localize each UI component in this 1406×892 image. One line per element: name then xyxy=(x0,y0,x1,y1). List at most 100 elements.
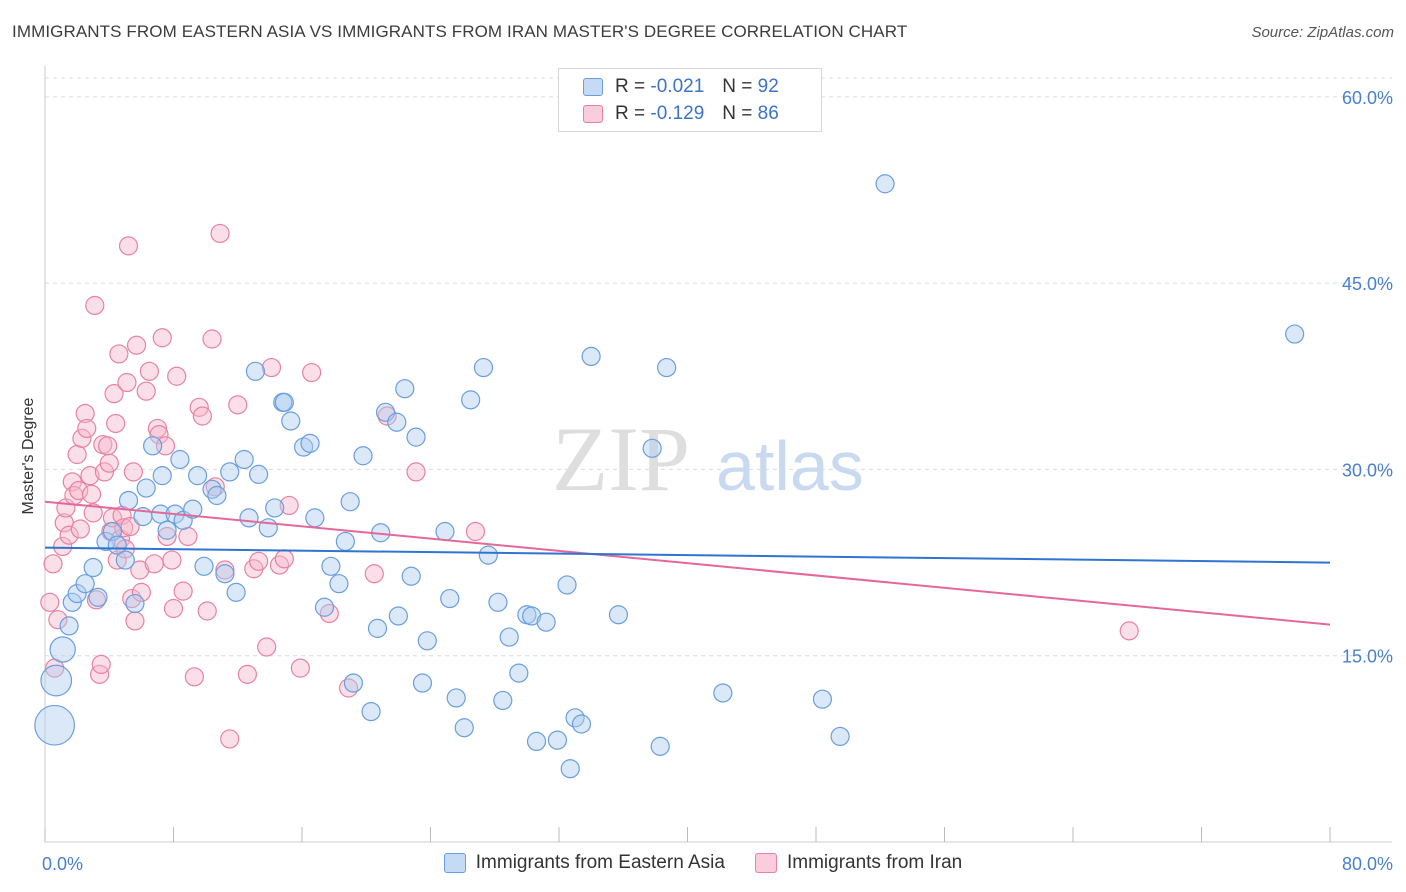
point-iran xyxy=(125,611,145,631)
point-iran xyxy=(118,236,139,256)
r-value: -0.021 xyxy=(650,76,705,97)
n-value: 92 xyxy=(757,76,779,97)
point-eastern-asia xyxy=(187,466,208,486)
point-eastern-asia xyxy=(608,605,629,625)
point-eastern-asia xyxy=(401,566,421,586)
point-eastern-asia xyxy=(265,498,285,518)
legend-swatch-pink xyxy=(754,853,777,873)
point-eastern-asia xyxy=(207,485,227,506)
series-eastern-asia-points xyxy=(34,174,1305,779)
point-iran xyxy=(152,328,172,348)
point-eastern-asia xyxy=(194,556,214,576)
legend-swatch-blue xyxy=(443,853,466,873)
point-eastern-asia xyxy=(75,574,95,594)
point-iran xyxy=(210,223,230,244)
r-label: R = xyxy=(615,103,646,124)
point-eastern-asia xyxy=(67,584,87,604)
point-iran xyxy=(173,581,193,601)
point-iran xyxy=(157,526,177,547)
point-eastern-asia xyxy=(136,478,156,498)
trendline-eastern-asia xyxy=(44,546,1331,564)
legend-swatch-pink xyxy=(583,105,603,123)
point-eastern-asia xyxy=(387,412,407,432)
point-iran xyxy=(53,536,73,557)
point-eastern-asia xyxy=(274,392,294,412)
point-eastern-asia xyxy=(329,574,349,594)
x-tick-label: 0.0% xyxy=(42,854,83,874)
point-iran xyxy=(70,519,90,539)
point-eastern-asia xyxy=(335,531,355,552)
point-eastern-asia xyxy=(34,704,76,746)
point-eastern-asia xyxy=(157,520,177,540)
point-eastern-asia xyxy=(88,587,108,607)
point-iran xyxy=(274,549,294,569)
point-iran xyxy=(147,418,168,439)
source-note: Source: ZipAtlas.com xyxy=(1251,24,1394,41)
point-iran xyxy=(184,667,204,687)
point-eastern-asia xyxy=(361,701,381,722)
point-eastern-asia xyxy=(115,550,135,570)
point-eastern-asia xyxy=(170,449,190,470)
point-iran xyxy=(109,344,129,364)
stats-legend: R = -0.021 N = 92 R = -0.129 N = 86 xyxy=(558,68,822,132)
point-iran xyxy=(99,453,119,473)
point-eastern-asia xyxy=(59,616,79,636)
point-eastern-asia xyxy=(96,531,116,552)
tick-labels: 15.0% 30.0% 45.0% 60.0% 0.0% 80.0% xyxy=(42,88,1393,874)
point-eastern-asia xyxy=(812,689,833,709)
point-iran xyxy=(290,658,310,678)
point-eastern-asia xyxy=(83,557,103,578)
point-iran xyxy=(249,551,269,571)
point-eastern-asia xyxy=(571,714,592,734)
legend-item-eastern-asia[interactable]: Immigrants from Eastern Asia xyxy=(443,852,725,874)
r-value: -0.129 xyxy=(650,103,705,124)
y-tick-label: 15.0% xyxy=(1342,647,1393,667)
point-eastern-asia xyxy=(226,582,246,602)
point-iran xyxy=(167,366,187,386)
point-iran xyxy=(202,329,222,349)
point-iran xyxy=(69,480,89,501)
series-legend: Immigrants from Eastern Asia Immigrants … xyxy=(0,852,1406,874)
point-iran xyxy=(1119,621,1139,641)
point-eastern-asia xyxy=(406,427,426,447)
point-iran xyxy=(131,582,151,602)
point-iran xyxy=(364,564,384,584)
point-eastern-asia xyxy=(526,731,547,752)
point-iran xyxy=(107,550,127,570)
point-iran xyxy=(72,428,92,448)
point-eastern-asia xyxy=(493,690,513,711)
point-iran xyxy=(81,484,102,504)
point-iran xyxy=(67,444,87,465)
point-eastern-asia xyxy=(62,592,82,612)
point-iran xyxy=(163,598,184,619)
legend-label: Immigrants from Iran xyxy=(786,852,963,873)
point-eastern-asia xyxy=(440,588,460,609)
axes xyxy=(44,66,1392,843)
legend-item-iran[interactable]: Immigrants from Iran xyxy=(754,852,963,874)
point-iran xyxy=(114,518,134,538)
point-eastern-asia xyxy=(657,357,677,378)
point-eastern-asia xyxy=(239,508,259,528)
point-eastern-asia xyxy=(642,438,662,458)
y-tick-label: 45.0% xyxy=(1342,274,1393,294)
r-label: R = xyxy=(615,76,646,97)
point-iran xyxy=(104,384,124,404)
point-eastern-asia xyxy=(183,499,203,519)
point-iran xyxy=(120,516,140,537)
legend-swatch-blue xyxy=(583,78,603,96)
point-iran xyxy=(162,550,182,570)
point-iran xyxy=(228,395,248,415)
point-iran xyxy=(192,406,213,426)
point-eastern-asia xyxy=(488,592,508,612)
point-eastern-asia xyxy=(234,449,254,470)
point-iran xyxy=(197,601,217,621)
point-eastern-asia xyxy=(478,545,498,565)
point-eastern-asia xyxy=(49,636,76,663)
point-iran xyxy=(75,403,95,424)
point-iran xyxy=(85,295,105,316)
point-eastern-asia xyxy=(353,446,373,466)
x-tick-label: 80.0% xyxy=(1342,854,1393,874)
point-eastern-asia xyxy=(557,575,577,595)
point-iran xyxy=(302,362,322,383)
